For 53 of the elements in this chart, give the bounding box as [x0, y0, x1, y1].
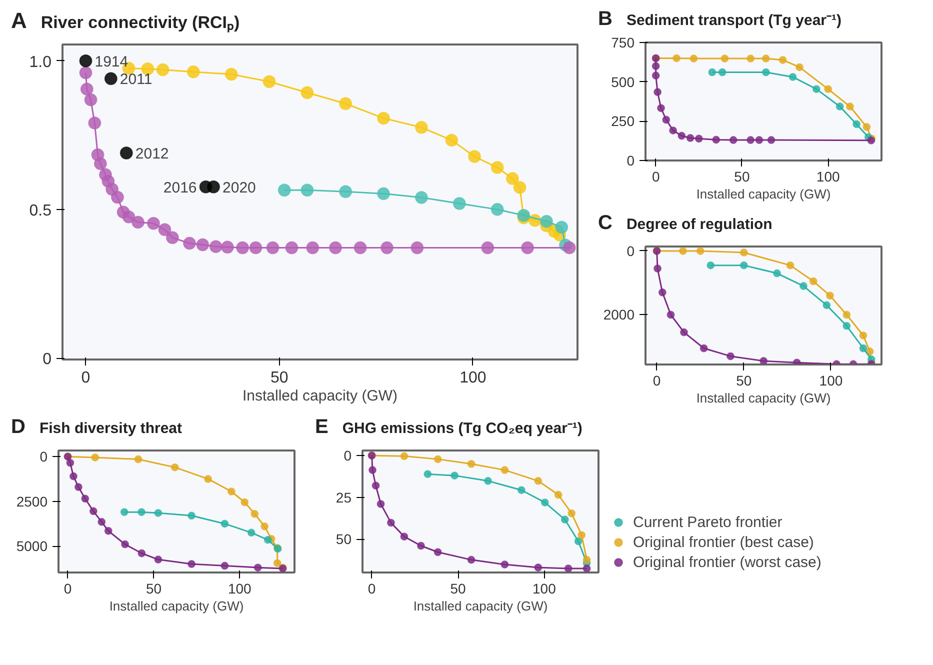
x-tick-label: 100 — [460, 370, 486, 386]
y-tick-label: 0 — [40, 448, 48, 465]
x-axis-title: Installed capacity (GW) — [696, 186, 831, 202]
text: C — [598, 212, 612, 234]
x-axis-title: Installed capacity (GW) — [242, 388, 398, 404]
annotation: 2011 — [120, 71, 152, 88]
text: A — [11, 8, 27, 33]
y-tick-label: 0 — [42, 351, 52, 368]
x-tick-label: 50 — [734, 168, 750, 184]
x-axis-title: Installed capacity (GW) — [413, 598, 548, 614]
x-tick-label: 0 — [368, 580, 376, 596]
x-tick-label: 50 — [736, 372, 752, 388]
legend-label: Current Pareto frontier — [633, 514, 782, 530]
x-tick-label: 100 — [819, 372, 843, 388]
text: D — [11, 416, 26, 438]
annotation: 1914 — [94, 53, 128, 70]
y-tick-label: 250 — [611, 113, 635, 130]
x-tick-label: 100 — [228, 580, 252, 596]
x-tick-label: 50 — [146, 580, 162, 596]
y-tick-label: 5000 — [16, 538, 48, 554]
annotation: 2016 — [163, 179, 197, 196]
x-axis-title: Installed capacity (GW) — [696, 390, 831, 406]
y-tick-label: 0.5 — [29, 202, 52, 220]
chart-title: GHG emissions (Tg CO₂eq year⁻¹) — [342, 420, 582, 437]
y-tick-label: 0 — [626, 242, 635, 259]
x-tick-label: 0 — [64, 580, 72, 596]
y-tick-label: 0 — [344, 448, 352, 464]
y-tick-label: 25 — [336, 489, 352, 506]
chart-title: Degree of regulation — [626, 216, 772, 233]
chart-title: Fish diversity threat — [39, 420, 182, 437]
legend-label: Original frontier (worst case) — [633, 554, 822, 570]
annotation: 2020 — [222, 179, 256, 196]
x-tick-label: 50 — [450, 580, 466, 596]
x-tick-label: 100 — [532, 580, 556, 596]
x-tick-label: 0 — [81, 370, 90, 386]
text: E — [315, 416, 328, 438]
annotation: 2012 — [135, 145, 169, 162]
x-tick-label: 0 — [652, 168, 660, 184]
y-tick-label: 750 — [611, 34, 635, 50]
x-tick-label: 50 — [270, 370, 288, 386]
y-tick-label: 50 — [336, 531, 352, 548]
x-tick-label: 100 — [816, 168, 840, 184]
y-tick-label: 0 — [626, 152, 635, 168]
y-tick-label: 2500 — [16, 493, 48, 510]
chart-title: Sediment transport (Tg year⁻¹) — [626, 12, 842, 29]
y-tick-label: 1.0 — [29, 54, 52, 71]
chart-title: River connectivity (RCIₚ) — [40, 13, 240, 32]
legend-label: Original frontier (best case) — [633, 534, 814, 550]
text: B — [598, 8, 612, 30]
x-tick-label: 0 — [652, 372, 661, 388]
x-axis-title: Installed capacity (GW) — [109, 598, 244, 614]
y-tick-label: 500 — [611, 74, 635, 90]
y-tick-label: 2000 — [603, 306, 635, 323]
